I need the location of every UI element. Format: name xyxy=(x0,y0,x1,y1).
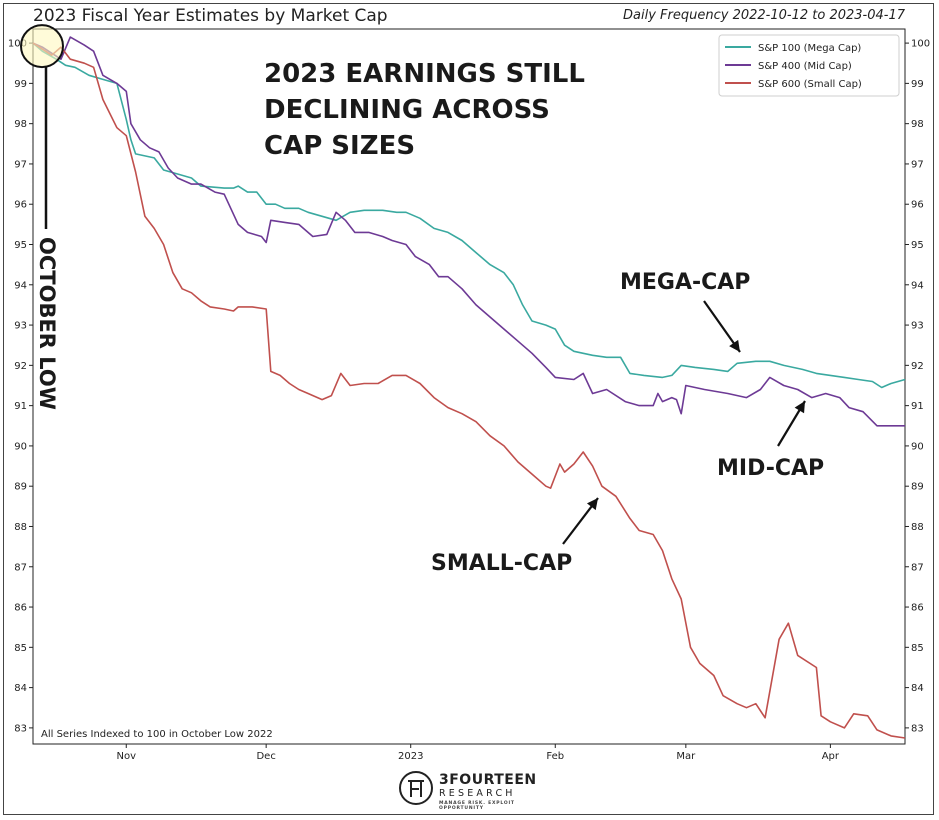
annotation-mid-cap: MID-CAP xyxy=(717,456,824,481)
x-tick-label: Feb xyxy=(546,751,564,762)
series-line-mid xyxy=(32,36,905,427)
y-tick-label-right: 85 xyxy=(911,643,924,654)
chart-subtitle: Daily Frequency 2022-10-12 to 2023-04-17 xyxy=(623,8,905,23)
annotation-mega-cap: MEGA-CAP xyxy=(620,270,750,295)
y-tick-label-right: 87 xyxy=(911,562,924,573)
headline-line: 2023 EARNINGS STILL xyxy=(264,59,585,89)
y-tick-label-right: 90 xyxy=(911,441,924,452)
logo-mark-icon xyxy=(399,771,433,805)
y-tick-label-left: 94 xyxy=(14,280,27,291)
logo-sub: RESEARCH xyxy=(439,788,516,799)
y-tick-label-right: 88 xyxy=(911,522,924,533)
legend-label-small: S&P 600 (Small Cap) xyxy=(758,79,862,90)
y-tick-label-left: 95 xyxy=(14,240,27,251)
y-tick-label-left: 93 xyxy=(14,321,27,332)
y-tick-label-left: 92 xyxy=(14,361,27,372)
legend: S&P 100 (Mega Cap) S&P 400 (Mid Cap) S&P 6… xyxy=(718,34,900,97)
series-line-small xyxy=(32,42,906,739)
y-tick-label-left: 99 xyxy=(14,79,27,90)
headline-line: CAP SIZES xyxy=(264,131,415,161)
y-tick-label-right: 91 xyxy=(911,401,924,412)
y-tick-label-right: 98 xyxy=(911,119,924,130)
y-tick-label-left: 98 xyxy=(14,119,27,130)
y-tick-label-left: 88 xyxy=(14,522,27,533)
plot-area-border xyxy=(32,28,906,745)
y-tick-label-right: 95 xyxy=(911,240,924,251)
y-tick-label-right: 83 xyxy=(911,723,924,734)
series-line-mega xyxy=(32,42,906,389)
legend-label-mid: S&P 400 (Mid Cap) xyxy=(758,61,852,72)
y-tick-label-right: 96 xyxy=(911,200,924,211)
y-tick-label-left: 89 xyxy=(14,482,27,493)
y-tick-label-left: 91 xyxy=(14,401,27,412)
y-tick-label-right: 92 xyxy=(911,361,924,372)
x-tick-label: Mar xyxy=(676,751,696,762)
legend-label-mega: S&P 100 (Mega Cap) xyxy=(758,43,861,54)
y-tick-label-left: 85 xyxy=(14,643,27,654)
annotation-small-cap: SMALL-CAP xyxy=(431,551,572,576)
x-tick-label: 2023 xyxy=(398,751,423,762)
y-tick-label-right: 89 xyxy=(911,482,924,493)
logo-name: 3FOURTEEN xyxy=(439,772,537,788)
y-tick-label-left: 87 xyxy=(14,562,27,573)
footnote: All Series Indexed to 100 in October Low… xyxy=(41,729,273,740)
y-tick-label-right: 100 xyxy=(911,39,930,50)
y-tick-label-right: 84 xyxy=(911,683,924,694)
y-tick-label-left: 83 xyxy=(14,723,27,734)
october-low-circle xyxy=(20,24,64,69)
y-tick-label-left: 86 xyxy=(14,603,27,614)
y-tick-label-right: 86 xyxy=(911,603,924,614)
mid-arrow-head xyxy=(794,401,805,414)
chart-title: 2023 Fiscal Year Estimates by Market Cap xyxy=(33,6,388,26)
x-tick-label: Nov xyxy=(116,751,136,762)
y-tick-label-right: 97 xyxy=(911,159,924,170)
y-tick-label-right: 93 xyxy=(911,321,924,332)
legend-box xyxy=(718,34,900,97)
small-arrow-head xyxy=(586,498,598,511)
x-tick-label: Apr xyxy=(822,751,840,762)
chart-frame xyxy=(3,3,934,815)
logo-tagline: MANAGE RISK. EXPLOIT OPPORTUNITY xyxy=(439,801,515,811)
headline-line: DECLINING ACROSS xyxy=(264,95,550,125)
mega-arrow-head xyxy=(729,339,740,352)
y-tick-label-right: 99 xyxy=(911,79,924,90)
y-tick-label-left: 84 xyxy=(14,683,27,694)
x-tick-label: Dec xyxy=(256,751,275,762)
y-tick-label-left: 100 xyxy=(8,39,27,50)
y-tick-label-left: 96 xyxy=(14,200,27,211)
october-low-label: OCTOBER LOW xyxy=(35,237,59,410)
y-tick-label-left: 97 xyxy=(14,159,27,170)
y-tick-label-left: 90 xyxy=(14,441,27,452)
logo: 3FOURTEEN RESEARCH MANAGE RISK. EXPLOIT … xyxy=(398,770,548,811)
y-tick-label-right: 94 xyxy=(911,280,924,291)
